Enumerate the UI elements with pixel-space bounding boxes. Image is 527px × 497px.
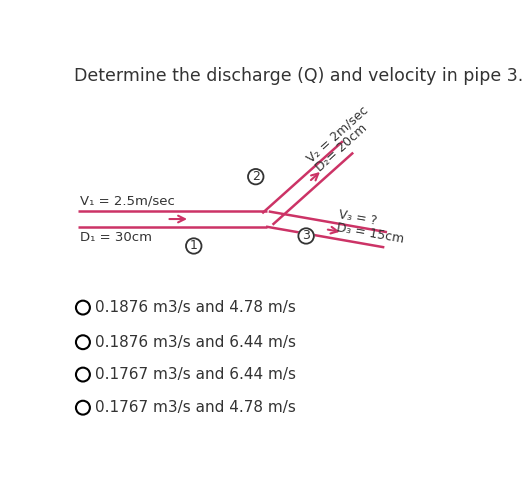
Circle shape bbox=[298, 228, 314, 244]
Text: Determine the discharge (Q) and velocity in pipe 3.: Determine the discharge (Q) and velocity… bbox=[74, 67, 523, 84]
Text: 1: 1 bbox=[190, 240, 198, 252]
Text: 0.1876 m3/s and 6.44 m/s: 0.1876 m3/s and 6.44 m/s bbox=[95, 335, 296, 350]
Circle shape bbox=[248, 169, 264, 184]
Text: 2: 2 bbox=[252, 170, 260, 183]
Text: D₂= 20cm: D₂= 20cm bbox=[313, 122, 369, 174]
Text: V₂ = 2m/sec: V₂ = 2m/sec bbox=[305, 103, 370, 165]
Text: 3: 3 bbox=[302, 230, 310, 243]
Text: 0.1767 m3/s and 6.44 m/s: 0.1767 m3/s and 6.44 m/s bbox=[95, 367, 296, 382]
Text: D₃ = 15cm: D₃ = 15cm bbox=[336, 221, 405, 246]
Text: V₁ = 2.5m/sec: V₁ = 2.5m/sec bbox=[80, 194, 174, 207]
Circle shape bbox=[186, 238, 201, 253]
Text: 0.1767 m3/s and 4.78 m/s: 0.1767 m3/s and 4.78 m/s bbox=[95, 400, 296, 415]
Text: 0.1876 m3/s and 4.78 m/s: 0.1876 m3/s and 4.78 m/s bbox=[95, 300, 296, 315]
Text: V₃ = ?: V₃ = ? bbox=[338, 208, 378, 228]
Text: D₁ = 30cm: D₁ = 30cm bbox=[80, 231, 152, 244]
